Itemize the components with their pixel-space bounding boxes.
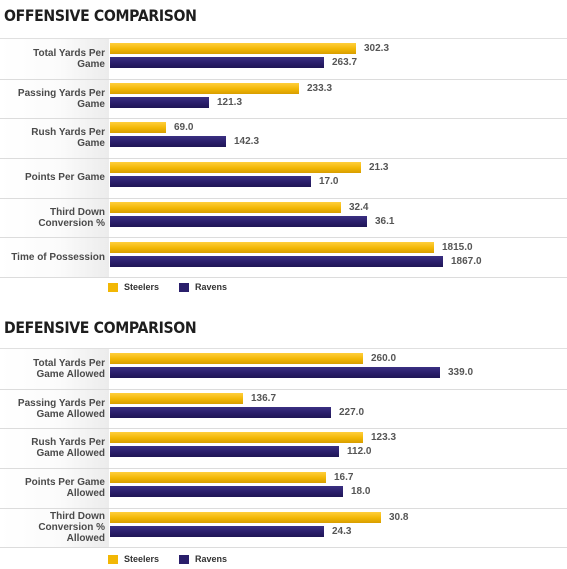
- value-label-ravens: 121.3: [217, 97, 242, 108]
- category-label: Total Yards Per Game Allowed: [4, 349, 105, 389]
- legend-item-steelers: Steelers: [108, 282, 159, 292]
- bar-steelers-total-yards-per-game-allowed: [110, 353, 363, 364]
- offensive-legend: Steelers Ravens: [108, 282, 247, 292]
- bar-steelers-rush-yards-per-game: [110, 122, 166, 133]
- row-rush-yards-per-game: Rush Yards Per Game 69.0 142.3: [0, 118, 567, 159]
- legend-label-steelers: Steelers: [124, 554, 159, 564]
- row-time-of-possession: Time of Possession 1815.0 1867.0: [0, 238, 567, 279]
- row-third-down-conversion-allowed: Third Down Conversion % Allowed 30.8 24.3: [0, 508, 567, 549]
- category-label: Rush Yards Per Game Allowed: [4, 428, 105, 468]
- offensive-title: OFFENSIVE COMPARISON: [4, 6, 197, 25]
- bar-steelers-passing-yards-per-game: [110, 83, 299, 94]
- bar-ravens-total-yards-per-game-allowed: [110, 367, 440, 378]
- value-label-steelers: 1815.0: [442, 242, 473, 253]
- legend-item-ravens: Ravens: [179, 282, 227, 292]
- row-rush-yards-per-game-allowed: Rush Yards Per Game Allowed 123.3 112.0: [0, 428, 567, 469]
- category-label: Total Yards Per Game: [4, 39, 105, 79]
- legend-swatch-ravens: [179, 283, 189, 292]
- bar-ravens-points-per-game-allowed: [110, 486, 343, 497]
- category-label: Passing Yards Per Game: [4, 79, 105, 119]
- value-label-ravens: 18.0: [351, 486, 370, 497]
- bar-ravens-time-of-possession: [110, 256, 443, 267]
- bar-ravens-rush-yards-per-game: [110, 136, 226, 147]
- legend-swatch-ravens: [179, 555, 189, 564]
- value-label-steelers: 69.0: [174, 122, 193, 133]
- bar-ravens-points-per-game: [110, 176, 311, 187]
- legend-label-steelers: Steelers: [124, 282, 159, 292]
- bar-steelers-total-yards-per-game: [110, 43, 356, 54]
- value-label-ravens: 36.1: [375, 216, 394, 227]
- value-label-steelers: 260.0: [371, 353, 396, 364]
- legend-swatch-steelers: [108, 283, 118, 292]
- row-third-down-conversion: Third Down Conversion % 32.4 36.1: [0, 198, 567, 239]
- value-label-ravens: 24.3: [332, 526, 351, 537]
- defensive-legend: Steelers Ravens: [108, 554, 247, 564]
- defensive-section: DEFENSIVE COMPARISON Total Yards Per Gam…: [0, 310, 567, 569]
- bar-ravens-total-yards-per-game: [110, 57, 324, 68]
- bar-steelers-points-per-game: [110, 162, 361, 173]
- bar-steelers-passing-yards-per-game-allowed: [110, 393, 243, 404]
- value-label-ravens: 263.7: [332, 57, 357, 68]
- row-points-per-game: Points Per Game 21.3 17.0: [0, 158, 567, 199]
- value-label-ravens: 227.0: [339, 407, 364, 418]
- bar-ravens-rush-yards-per-game-allowed: [110, 446, 339, 457]
- legend-swatch-steelers: [108, 555, 118, 564]
- bar-steelers-rush-yards-per-game-allowed: [110, 432, 363, 443]
- value-label-ravens: 1867.0: [451, 256, 482, 267]
- category-label: Third Down Conversion % Allowed: [4, 508, 105, 548]
- legend-item-ravens: Ravens: [179, 554, 227, 564]
- row-passing-yards-per-game: Passing Yards Per Game 233.3 121.3: [0, 79, 567, 120]
- category-label: Third Down Conversion %: [4, 198, 105, 238]
- bar-ravens-third-down-conversion: [110, 216, 367, 227]
- value-label-ravens: 17.0: [319, 176, 338, 187]
- value-label-steelers: 123.3: [371, 432, 396, 443]
- legend-label-ravens: Ravens: [195, 554, 227, 564]
- category-label: Time of Possession: [4, 238, 105, 278]
- offensive-section: OFFENSIVE COMPARISON Total Yards Per Gam…: [0, 0, 567, 300]
- value-label-steelers: 302.3: [364, 43, 389, 54]
- bar-ravens-passing-yards-per-game: [110, 97, 209, 108]
- value-label-steelers: 233.3: [307, 83, 332, 94]
- value-label-steelers: 32.4: [349, 202, 368, 213]
- bar-steelers-third-down-conversion-allowed: [110, 512, 381, 523]
- value-label-ravens: 142.3: [234, 136, 259, 147]
- value-label-ravens: 339.0: [448, 367, 473, 378]
- value-label-steelers: 16.7: [334, 472, 353, 483]
- bar-steelers-time-of-possession: [110, 242, 434, 253]
- category-label: Points Per Game Allowed: [4, 468, 105, 508]
- row-total-yards-per-game: Total Yards Per Game 302.3 263.7: [0, 39, 567, 80]
- value-label-steelers: 21.3: [369, 162, 388, 173]
- row-points-per-game-allowed: Points Per Game Allowed 16.7 18.0: [0, 468, 567, 509]
- bar-ravens-passing-yards-per-game-allowed: [110, 407, 331, 418]
- bar-steelers-points-per-game-allowed: [110, 472, 326, 483]
- row-total-yards-per-game-allowed: Total Yards Per Game Allowed 260.0 339.0: [0, 349, 567, 390]
- value-label-steelers: 30.8: [389, 512, 408, 523]
- row-passing-yards-per-game-allowed: Passing Yards Per Game Allowed 136.7 227.0: [0, 389, 567, 430]
- defensive-title: DEFENSIVE COMPARISON: [4, 318, 196, 337]
- category-label: Rush Yards Per Game: [4, 118, 105, 158]
- offensive-chart: Total Yards Per Game 302.3 263.7 Passing Ya…: [0, 38, 567, 277]
- bar-steelers-third-down-conversion: [110, 202, 341, 213]
- category-label: Passing Yards Per Game Allowed: [4, 389, 105, 429]
- legend-item-steelers: Steelers: [108, 554, 159, 564]
- bar-ravens-third-down-conversion-allowed: [110, 526, 324, 537]
- defensive-chart: Total Yards Per Game Allowed 260.0 339.0 Pa…: [0, 348, 567, 548]
- category-label: Points Per Game: [4, 158, 105, 198]
- value-label-steelers: 136.7: [251, 393, 276, 404]
- legend-label-ravens: Ravens: [195, 282, 227, 292]
- value-label-ravens: 112.0: [347, 446, 371, 457]
